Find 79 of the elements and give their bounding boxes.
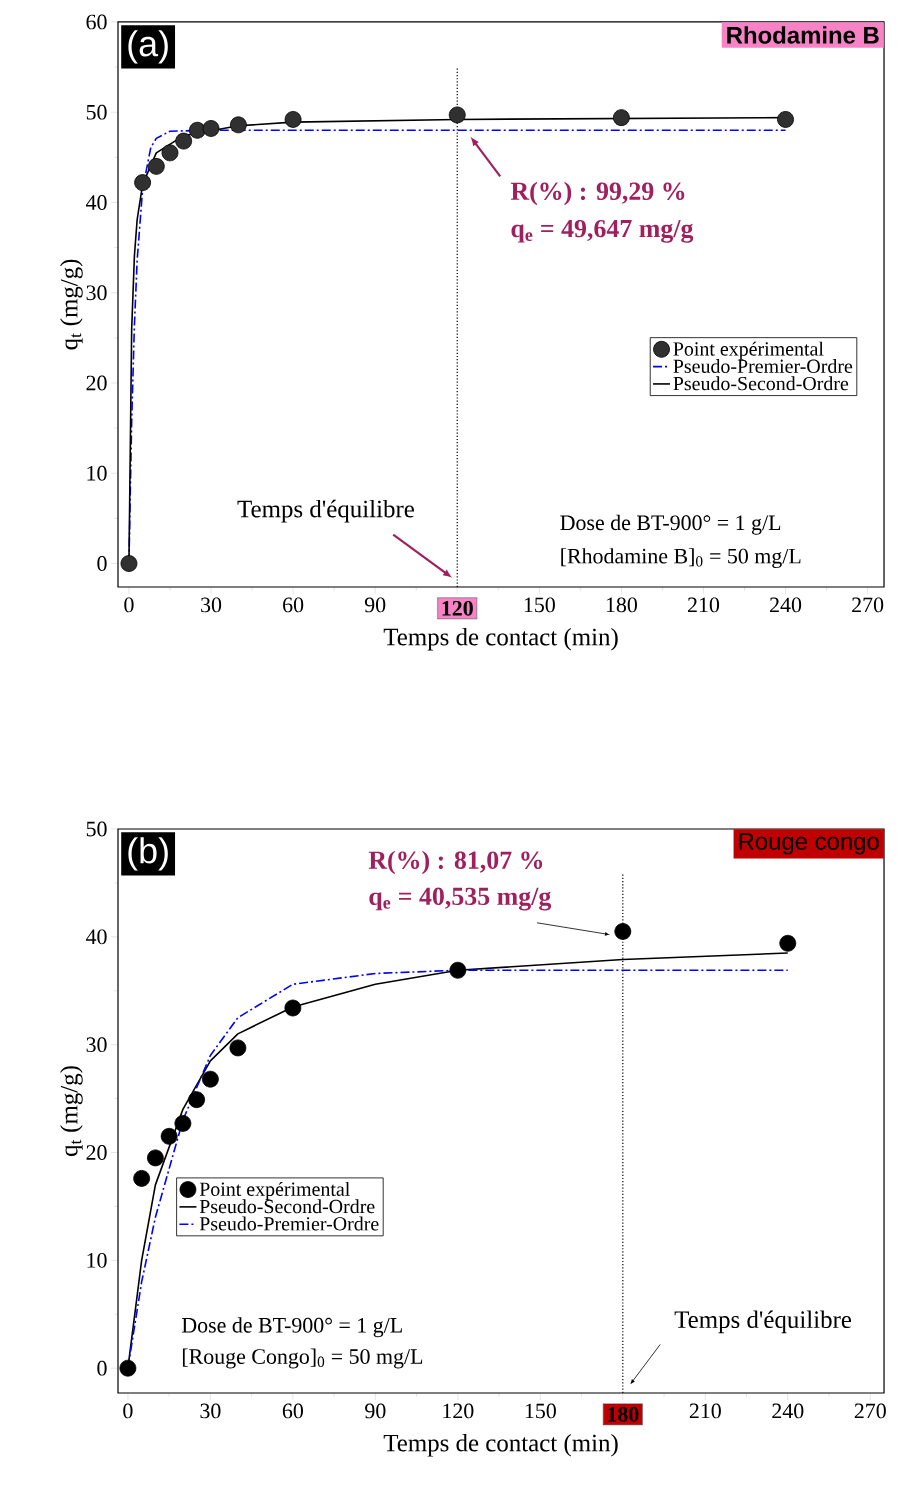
point: [174, 1114, 192, 1132]
point: [188, 1091, 206, 1109]
x-tick-label: 30: [200, 1403, 221, 1419]
x-tick-label: 120: [443, 1403, 474, 1419]
x-tick-label: 60: [282, 1403, 303, 1419]
y-tick-label: 60: [86, 14, 107, 30]
x-tick-label: 210: [689, 1403, 721, 1419]
y-tick-label: 20: [86, 375, 107, 391]
point: [448, 106, 466, 124]
y-tick-label: 40: [85, 929, 107, 945]
x-tick-label: 240: [770, 597, 802, 613]
legend-label: Pseudo-Second-Ordre: [199, 1199, 375, 1214]
annotation: Temps d'équilibre: [237, 499, 414, 523]
annotation: q$_{e}$ = 49,647 mg/g: [511, 219, 694, 243]
x-tick-label: 60: [283, 597, 304, 613]
annotation: R(%) : 99,29 %: [510, 181, 685, 206]
point: [777, 111, 794, 128]
x-tick-label: 0: [123, 1403, 133, 1419]
point: [147, 1149, 164, 1167]
annotation: Dose de BT-900° = 1 g/L: [181, 1317, 402, 1338]
x-tick-label: 150: [524, 597, 555, 613]
legend-label: Pseudo-Second-Ordre: [673, 376, 849, 391]
x-tick-label: 90: [365, 1403, 386, 1419]
chart-title: Rhodamine B: [727, 26, 879, 44]
y-tick-label: 30: [86, 1037, 107, 1053]
point: [614, 923, 632, 940]
x-tick-label: 150: [525, 1403, 556, 1419]
annotation: [Rhodamine B]$_{0}$ = 50 mg/L: [561, 548, 801, 569]
x-tick-label: 240: [772, 1403, 804, 1419]
y-axis-title: q$_{t}$ (mg/g): [60, 259, 83, 350]
y-tick-label: 10: [87, 465, 107, 481]
point: [202, 120, 220, 137]
legend-label: Point expérimental: [673, 341, 824, 360]
legend-label: Pseudo-Premier-Ordre: [199, 1216, 379, 1231]
y-tick-label: 40: [85, 195, 107, 210]
annotation: (b): [128, 837, 168, 871]
point: [160, 1127, 178, 1145]
point: [284, 111, 302, 128]
y-tick-label: 50: [86, 821, 107, 837]
point: [229, 116, 247, 134]
x-tick-label: 270: [854, 1403, 886, 1419]
point: [229, 1039, 247, 1057]
point: [284, 999, 302, 1017]
annotation: R(%) : 81,07 %: [368, 850, 543, 875]
point: [779, 934, 797, 952]
point: [175, 132, 193, 150]
point: [612, 109, 630, 127]
x-tick-label: 210: [687, 597, 720, 613]
point: [188, 121, 206, 139]
annotation: (a): [128, 30, 168, 64]
point: [449, 961, 467, 979]
point: [133, 1169, 151, 1187]
annotation: Dose de BT-900° = 1 g/L: [560, 514, 781, 535]
point: [134, 174, 152, 192]
point: [147, 157, 165, 175]
x-tick-label: 0: [124, 597, 134, 613]
legend-label: Point expérimental: [199, 1181, 350, 1200]
y-tick-label: 10: [87, 1252, 107, 1268]
annotation: q$_{e}$ = 40,535 mg/g: [369, 887, 552, 911]
y-tick-label: 50: [86, 104, 107, 120]
point: [120, 555, 138, 572]
point: [201, 1070, 219, 1088]
x-tick-label: 30: [201, 597, 222, 613]
y-tick-label: 0: [97, 556, 107, 571]
x-tick-label: 90: [364, 597, 386, 613]
x-axis-title: Temps de contact (min): [383, 1433, 618, 1457]
point: [161, 144, 179, 162]
annotation: Temps d'équilibre: [674, 1310, 852, 1334]
y-axis-title: q$_{t}$ (mg/g): [60, 1066, 83, 1156]
x-axis-title: Temps de contact (min): [383, 627, 618, 651]
x-tick-label: 180: [606, 597, 637, 613]
legend-label: Pseudo-Premier-Ordre: [673, 358, 853, 373]
x-tick-label: 270: [852, 597, 884, 613]
chart-title: Rouge congo: [739, 833, 879, 855]
y-tick-label: 0: [97, 1360, 107, 1376]
y-tick-label: 30: [86, 285, 107, 301]
point: [119, 1359, 137, 1377]
annotation: [Rouge Congo]$_{0}$ = 50 mg/L: [182, 1348, 423, 1369]
y-tick-label: 20: [86, 1145, 107, 1160]
